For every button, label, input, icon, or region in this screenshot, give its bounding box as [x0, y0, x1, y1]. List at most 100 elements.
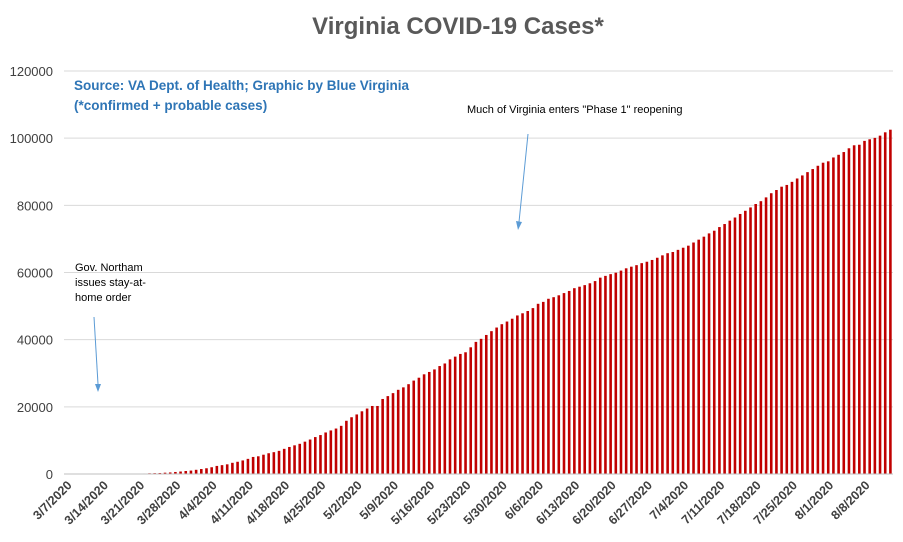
bar — [345, 420, 348, 474]
bar — [728, 220, 732, 474]
bar — [474, 341, 478, 474]
chart-title: Virginia COVID-19 Cases* — [312, 13, 604, 40]
bar — [744, 210, 747, 475]
bar — [407, 384, 410, 474]
y-tick-label: 80000 — [17, 198, 53, 213]
bar — [469, 347, 473, 474]
bar — [479, 338, 483, 474]
bar — [360, 411, 364, 474]
bar — [267, 453, 270, 474]
bar — [754, 204, 757, 474]
bar — [661, 255, 664, 474]
bar — [438, 366, 441, 474]
bar — [236, 461, 239, 474]
bar — [889, 129, 892, 474]
y-tick-label: 60000 — [17, 266, 53, 281]
bar — [422, 374, 426, 474]
x-tick-label: 8/1/2020 — [792, 478, 836, 522]
bar — [671, 252, 675, 474]
bar — [262, 454, 265, 474]
bar — [210, 467, 213, 474]
bar — [194, 469, 198, 474]
bar — [832, 157, 835, 474]
bar — [863, 140, 866, 474]
bar — [655, 257, 659, 474]
bar — [298, 443, 302, 474]
bar — [433, 369, 436, 474]
annotation-stay-at-home-line-1: Gov. Northam — [75, 262, 143, 274]
bar — [578, 286, 581, 474]
bar — [666, 253, 669, 474]
bar — [200, 469, 203, 474]
bar — [505, 321, 509, 474]
bar — [220, 465, 224, 474]
bar — [562, 293, 566, 474]
bar — [521, 313, 524, 474]
bar — [329, 430, 333, 474]
bar — [775, 190, 778, 474]
bar — [464, 352, 467, 474]
bar — [598, 277, 602, 474]
bar — [443, 363, 447, 474]
bar — [687, 245, 690, 474]
bar — [510, 318, 514, 474]
bar — [858, 144, 861, 474]
bar — [650, 259, 654, 474]
bar — [821, 162, 825, 474]
bar — [749, 207, 752, 474]
source-line-2: (*confirmed + probable cases) — [74, 98, 267, 113]
bar — [614, 272, 618, 474]
bar — [780, 186, 783, 474]
bar — [391, 393, 395, 474]
bar — [179, 471, 182, 474]
annotation-phase-1-arrow — [518, 133, 529, 223]
bar — [314, 437, 317, 474]
bar — [868, 139, 871, 474]
bar — [826, 161, 830, 474]
bar — [459, 353, 462, 474]
bar — [526, 311, 530, 474]
bar — [806, 172, 809, 474]
bar — [319, 435, 322, 474]
bar — [676, 249, 680, 474]
bar — [495, 327, 498, 474]
bar — [624, 268, 628, 474]
bar — [702, 236, 706, 474]
annotation-phase-1: Much of Virginia enters "Phase 1" reopen… — [467, 104, 683, 230]
annotation-phase-1-arrowhead — [516, 221, 522, 230]
bar — [251, 456, 255, 474]
bar — [417, 377, 421, 474]
source-line-1: Source: VA Dept. of Health; Graphic by B… — [74, 78, 410, 93]
annotation-phase-1-text: Much of Virginia enters "Phase 1" reopen… — [467, 104, 683, 116]
bar — [277, 450, 281, 474]
bar — [324, 432, 327, 474]
bar — [759, 201, 763, 474]
bar — [272, 452, 276, 474]
bar — [536, 303, 540, 474]
bar — [241, 460, 245, 474]
bar — [174, 471, 177, 474]
bar — [541, 301, 545, 474]
bar — [453, 356, 457, 474]
bar — [640, 263, 643, 474]
bar — [246, 458, 250, 474]
bar — [231, 462, 234, 474]
bar — [645, 261, 649, 474]
bar — [184, 471, 188, 474]
bar — [795, 178, 799, 475]
bar — [490, 331, 493, 474]
bar — [303, 441, 307, 474]
bar — [396, 389, 400, 474]
bar — [531, 308, 535, 474]
bar — [376, 405, 379, 474]
bar — [282, 448, 286, 474]
bar — [790, 181, 794, 474]
bar — [334, 428, 338, 474]
bar — [168, 472, 172, 474]
bar — [769, 193, 773, 474]
bar — [370, 405, 374, 474]
bar — [811, 169, 814, 474]
bar — [878, 135, 882, 474]
bar — [718, 227, 721, 474]
